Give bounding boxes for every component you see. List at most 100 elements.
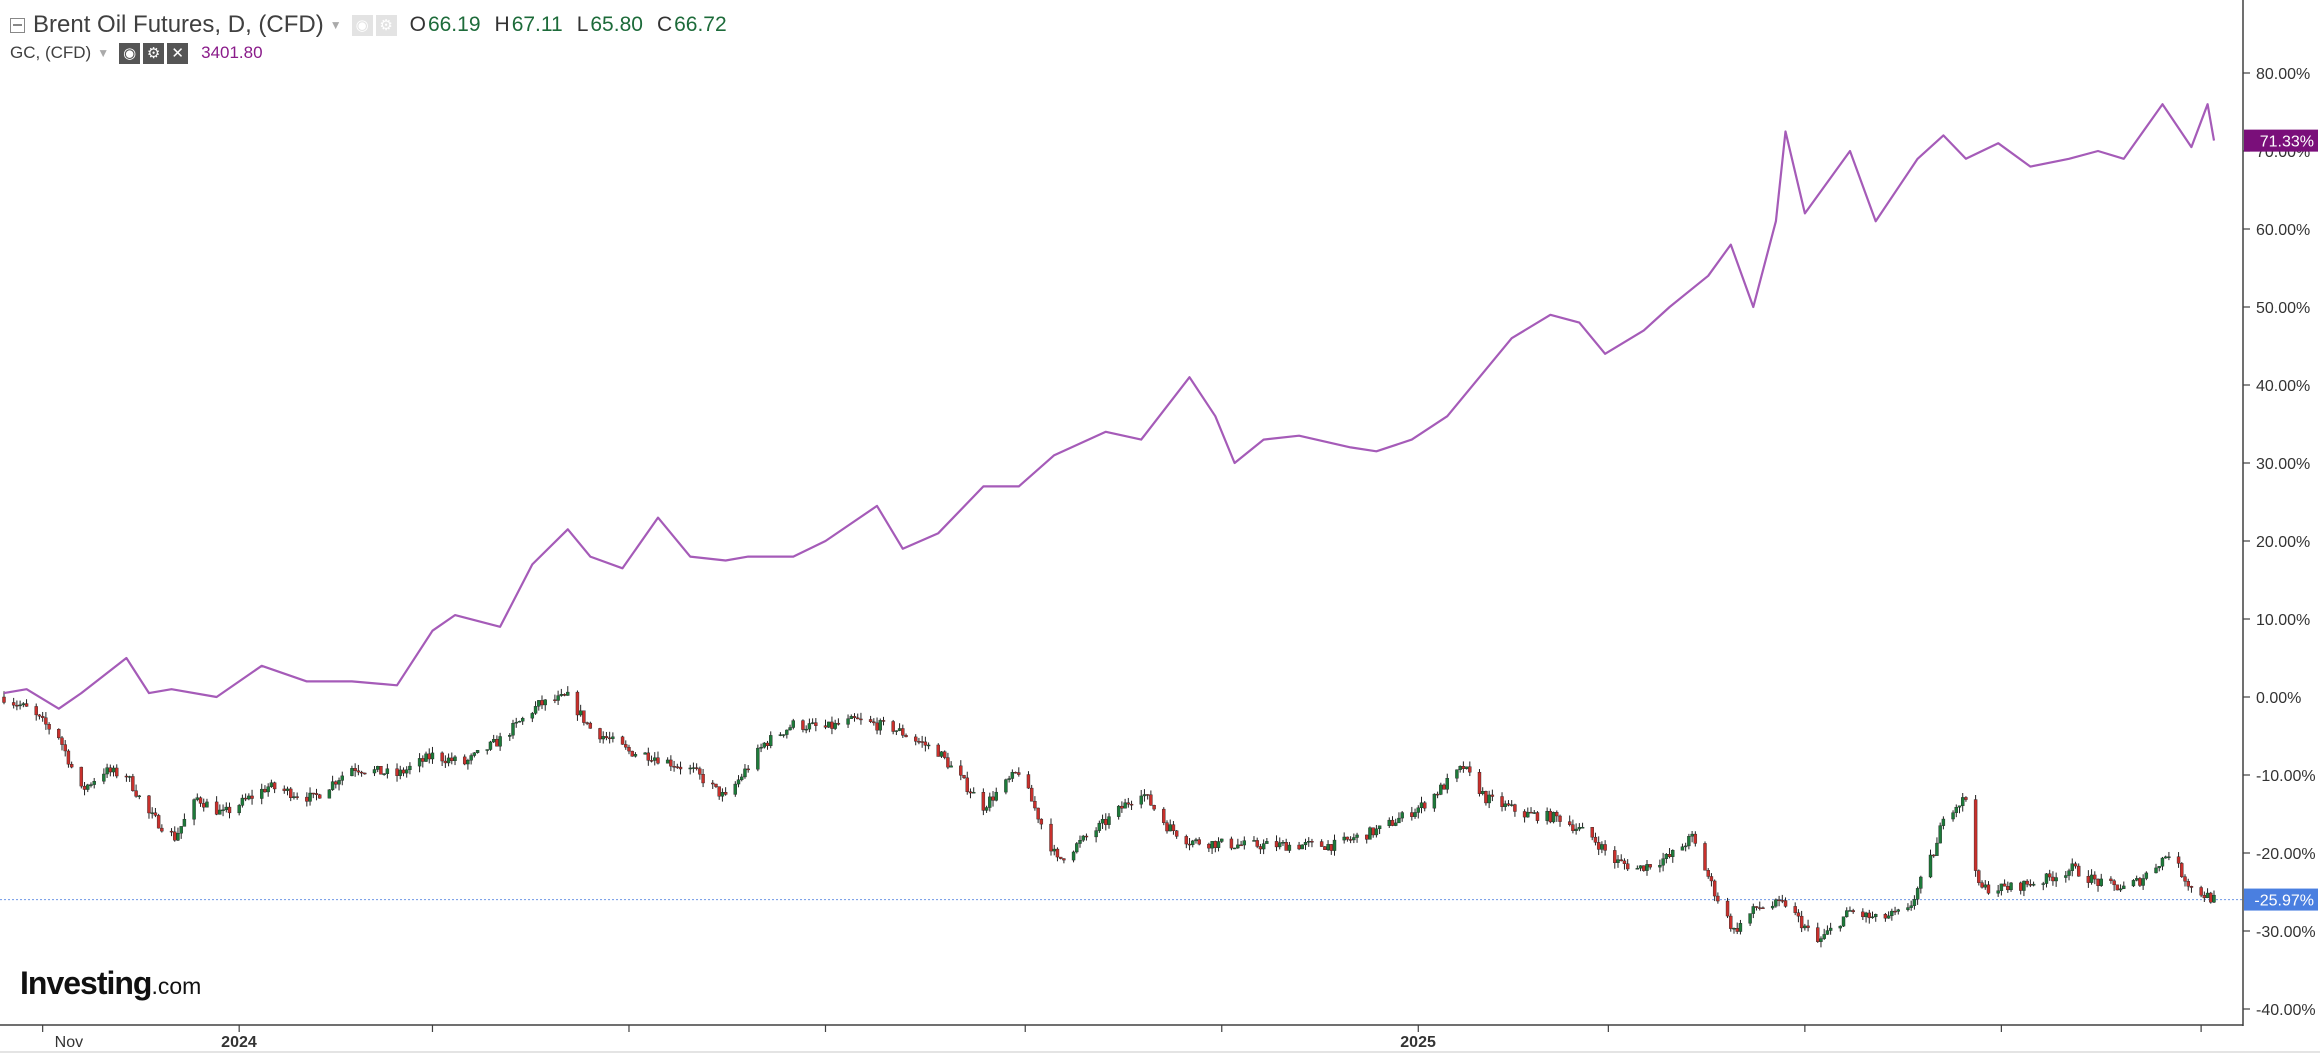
- oil-candle: [1709, 873, 1714, 887]
- oil-candle: [1551, 811, 1556, 824]
- oil-candle: [202, 798, 206, 812]
- oil-candle: [195, 793, 199, 802]
- oil-candle: [1165, 820, 1169, 834]
- ohlc-value: 66.72: [674, 13, 727, 36]
- candle-body: [991, 796, 995, 801]
- time-axis[interactable]: Nov 2024 2025: [42, 1025, 2202, 1051]
- candle-body: [1500, 796, 1504, 807]
- oil-candle: [1352, 833, 1356, 844]
- compare-series-title[interactable]: GC, (CFD): [10, 43, 92, 62]
- oil-candle: [466, 758, 470, 770]
- oil-candle: [1439, 782, 1443, 796]
- oil-candle: [440, 751, 444, 767]
- oil-candle: [1661, 852, 1665, 872]
- candle-body: [1954, 807, 1958, 813]
- oil-candle: [646, 747, 651, 766]
- oil-candle: [1307, 837, 1311, 847]
- oil-candle: [424, 751, 428, 762]
- candle-body: [833, 722, 837, 729]
- oil-candle: [92, 777, 96, 789]
- oil-candle: [105, 763, 109, 778]
- oil-candle: [781, 734, 786, 738]
- oil-candle: [1075, 841, 1079, 854]
- oil-candle: [1535, 811, 1540, 824]
- oil-candle: [1996, 884, 2000, 897]
- candle-body: [1416, 807, 1420, 813]
- candle-body: [1506, 803, 1511, 806]
- close-icon[interactable]: ✕: [167, 42, 189, 64]
- candle-body: [1007, 778, 1011, 780]
- oil-candle: [1693, 831, 1698, 847]
- eye-icon[interactable]: ◉: [119, 42, 141, 64]
- candle-body: [2067, 870, 2071, 876]
- oil-candle: [533, 701, 538, 715]
- chevron-down-icon[interactable]: ▼: [329, 18, 342, 32]
- candle-body: [1867, 912, 1871, 919]
- candle-body: [1058, 856, 1063, 859]
- oil-candle: [1094, 827, 1098, 843]
- candle-body: [491, 739, 496, 743]
- oil-candle: [914, 734, 918, 746]
- candle-body: [79, 766, 84, 787]
- oil-candle: [2115, 884, 2120, 891]
- candle-body: [665, 759, 670, 764]
- candle-body: [1039, 818, 1044, 825]
- candle-body: [243, 797, 248, 800]
- oil-candle: [926, 742, 931, 750]
- candle-body: [830, 721, 834, 729]
- candle-body: [2019, 882, 2023, 891]
- candle-body: [894, 730, 899, 732]
- candle-body: [2141, 878, 2145, 886]
- candle-body: [173, 831, 177, 841]
- oil-candle: [740, 773, 744, 782]
- oil-candle: [1374, 824, 1379, 838]
- collapse-icon[interactable]: [10, 17, 25, 33]
- candle-body: [1845, 910, 1849, 917]
- oil-candle: [846, 714, 850, 728]
- candle-body: [1390, 819, 1395, 826]
- candle-body: [2212, 894, 2216, 903]
- oil-candle: [856, 713, 860, 720]
- candle-body: [2154, 867, 2158, 874]
- oil-candle: [21, 702, 26, 708]
- oil-candle: [1964, 796, 1968, 802]
- candle-body: [765, 742, 770, 747]
- oil-candle: [1039, 818, 1044, 830]
- candle-body: [1838, 925, 1842, 929]
- gear-icon[interactable]: ⚙: [375, 14, 397, 36]
- main-series-title[interactable]: Brent Oil Futures, D, (CFD): [33, 11, 324, 38]
- candle-body: [720, 792, 725, 797]
- chevron-down-icon[interactable]: ▼: [97, 46, 110, 60]
- oil-candle: [311, 792, 315, 799]
- candle-body: [1062, 858, 1066, 861]
- candle-body: [137, 795, 142, 798]
- oil-candle: [359, 770, 364, 777]
- oil-candle: [1680, 843, 1685, 851]
- oil-candle: [430, 746, 435, 764]
- candle-body: [520, 717, 525, 722]
- candle-body: [1084, 835, 1089, 838]
- oil-candle: [1555, 810, 1559, 822]
- candle-body: [318, 794, 322, 799]
- oil-candle: [1058, 856, 1063, 860]
- oil-candle: [2144, 871, 2149, 881]
- eye-icon[interactable]: ◉: [351, 14, 373, 36]
- price-axis[interactable]: 80.00%70.00%60.00%50.00%40.00%30.00%20.0…: [2243, 66, 2316, 1019]
- oil-candle: [675, 763, 680, 769]
- oil-candle: [653, 752, 657, 766]
- candle-body: [1803, 925, 1807, 929]
- candle-body: [47, 724, 51, 730]
- oil-candle: [2089, 869, 2094, 885]
- oil-candle: [1506, 800, 1511, 807]
- candle-body: [1213, 841, 1218, 848]
- oil-candle: [269, 779, 274, 788]
- candle-body: [1725, 900, 1730, 917]
- oil-candle: [698, 766, 702, 780]
- gear-icon[interactable]: ⚙: [143, 42, 165, 64]
- oil-candle: [582, 710, 586, 726]
- candle-body: [1442, 784, 1446, 790]
- candle-body: [1658, 865, 1662, 868]
- oil-candle: [485, 749, 489, 755]
- candle-body: [872, 721, 876, 724]
